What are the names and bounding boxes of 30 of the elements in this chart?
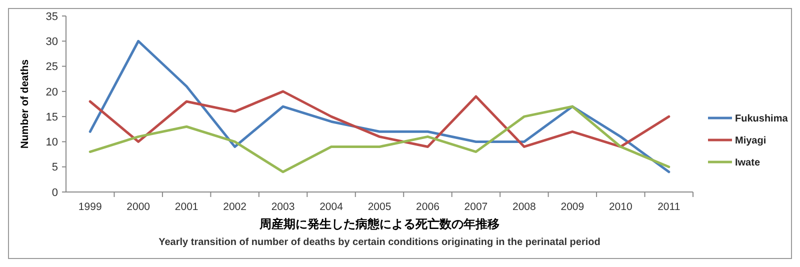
x-tick-label: 2001 (174, 201, 198, 213)
x-tick-label: 2011 (658, 201, 680, 213)
legend-label: Miyagi (735, 136, 766, 146)
y-tick-label: 25 (46, 61, 58, 74)
x-tick-label: 1999 (78, 201, 102, 213)
line-series (88, 40, 670, 174)
y-tick-label: 5 (52, 162, 58, 174)
x-tick-label: 2010 (608, 201, 632, 213)
x-tick-label: 2003 (271, 201, 295, 213)
x-tick-label: 2000 (126, 201, 150, 213)
x-tick-label: 2009 (560, 201, 584, 213)
x-tick-label: 2007 (464, 201, 488, 213)
x-tick-label: 2004 (320, 201, 344, 213)
line-series (88, 105, 670, 174)
y-tick-label: 20 (46, 86, 58, 98)
text: 周産期に発生した病態による死亡数の年推移 (258, 217, 500, 231)
y-tick-label: 30 (46, 36, 58, 48)
x-tick-label: 2008 (512, 201, 536, 213)
x-tick-label: 2005 (368, 201, 392, 213)
x-tick-label: 2006 (416, 201, 440, 213)
y-tick-label: 10 (46, 136, 58, 149)
line-series (88, 90, 670, 148)
y-tick-label: 15 (46, 111, 58, 124)
text: Yearly transition of number of deaths by certain conditions originating in the perinatal period (158, 237, 600, 248)
y-axis-title: Number of deaths (19, 59, 31, 149)
legend-label: Fukushima (735, 114, 788, 124)
y-tick-label: 35 (46, 10, 58, 23)
legend-label: Iwate (735, 158, 760, 168)
x-tick-label: 2002 (223, 201, 247, 213)
y-tick-label: 0 (52, 186, 58, 199)
